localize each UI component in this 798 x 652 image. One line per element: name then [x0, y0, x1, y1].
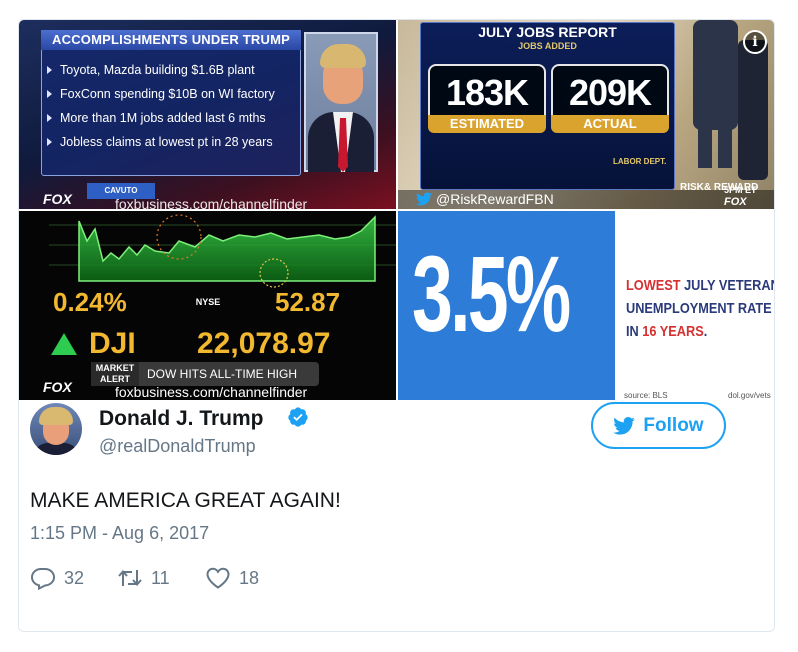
info-icon[interactable]: i — [743, 30, 767, 54]
accomplishments-list: Toyota, Mazda building $1.6B plant FoxCo… — [47, 58, 307, 154]
jobs-report-subtitle: JOBS ADDED — [518, 41, 577, 51]
list-item: Toyota, Mazda building $1.6B plant — [47, 58, 307, 82]
person-figure — [738, 40, 768, 180]
handle-bar — [398, 190, 774, 209]
source-url: dol.gov/vets — [728, 391, 771, 400]
rate-panel — [398, 211, 615, 400]
like-icon — [206, 567, 230, 589]
display-name[interactable]: Donald J. Trump — [99, 407, 264, 430]
network-logo: FOX — [43, 379, 72, 395]
like-count: 18 — [239, 567, 260, 588]
network-logo: FOX — [724, 196, 747, 208]
tweet-text: MAKE AMERICA GREAT AGAIN! — [30, 489, 341, 512]
data-source: LABOR DEPT. — [613, 157, 667, 166]
show-logo: RISK& REWARD — [680, 182, 759, 193]
channel-url: foxbusiness.com/channelfinder — [115, 196, 308, 209]
network-logo: FOX — [43, 191, 72, 207]
firework-mark — [259, 258, 289, 288]
media-image-veteran-rate[interactable]: 3.5% LOWEST JULY VETERAN UNEMPLOYMENT RA… — [398, 211, 775, 400]
show-time: 5PM ET — [724, 185, 757, 195]
market-alert-text: DOW HITS ALL-TIME HIGH — [139, 362, 319, 386]
exchange-logo: NYSE — [195, 297, 221, 307]
estimated-label: ESTIMATED — [428, 115, 546, 133]
jobs-report-title: JULY JOBS REPORT — [478, 24, 617, 40]
follow-button[interactable]: Follow — [591, 402, 726, 449]
percent-change: 0.24% — [53, 287, 127, 317]
media-image-accomplishments[interactable]: ACCOMPLISHMENTS UNDER TRUMP Toyota, Mazd… — [19, 20, 396, 209]
firework-mark — [156, 214, 202, 260]
veteran-rate-caption: LOWEST JULY VETERAN UNEMPLOYMENT RATE IN… — [626, 277, 775, 340]
twitter-bird-icon — [416, 192, 432, 206]
reply-count: 32 — [64, 567, 85, 588]
list-item: More than 1M jobs added last 6 mths — [47, 106, 307, 130]
twitter-bird-icon — [613, 416, 636, 435]
unemployment-rate: 3.5% — [412, 233, 571, 354]
retweet-button[interactable]: 11 — [117, 565, 170, 591]
market-alert-tag: MARKET ALERT — [91, 362, 139, 386]
actual-value: 209K — [568, 72, 652, 113]
list-item: Jobless claims at lowest pt in 28 years — [47, 130, 307, 154]
user-handle[interactable]: @realDonaldTrump — [99, 436, 256, 456]
avatar[interactable] — [30, 403, 82, 455]
reply-button[interactable]: 32 — [30, 565, 84, 591]
tweet-timestamp[interactable]: 1:15 PM - Aug 6, 2017 — [30, 523, 210, 543]
show-handle: @RiskRewardFBN — [436, 191, 554, 207]
market-line-chart — [49, 214, 396, 288]
up-arrow-icon — [51, 333, 77, 355]
list-item: FoxConn spending $10B on WI factory — [47, 82, 307, 106]
estimated-value: 183K — [445, 72, 529, 113]
media-image-jobs-report[interactable]: JULY JOBS REPORT JOBS ADDED 183K ESTIMAT… — [398, 20, 774, 209]
index-value: 22,078.97 — [197, 327, 331, 360]
show-logo: CAVUTO — [87, 183, 155, 199]
source-note: source: BLS — [624, 391, 668, 400]
portrait-photo — [304, 32, 378, 172]
tweet-card: ACCOMPLISHMENTS UNDER TRUMP Toyota, Mazd… — [18, 19, 775, 632]
index-name: DJI — [89, 327, 136, 360]
point-change: 52.87 — [275, 287, 341, 317]
retweet-count: 11 — [151, 567, 170, 588]
actual-label: ACTUAL — [551, 115, 669, 133]
follow-label: Follow — [643, 414, 704, 436]
chart-area — [78, 215, 376, 282]
channel-url: foxbusiness.com/channelfinder — [115, 384, 308, 400]
verified-icon — [288, 407, 308, 427]
accomplishments-title: ACCOMPLISHMENTS UNDER TRUMP — [41, 30, 301, 50]
retweet-icon — [118, 569, 142, 587]
accomplishments-box — [41, 30, 301, 176]
like-button[interactable]: 18 — [205, 565, 259, 591]
media-image-dow-high[interactable]: 0.24% NYSE 52.87 DJI 22,078.97 MARKET AL… — [19, 211, 396, 400]
tweet-media-grid[interactable]: ACCOMPLISHMENTS UNDER TRUMP Toyota, Mazd… — [19, 20, 775, 400]
reply-icon — [30, 568, 56, 590]
person-figure — [688, 20, 748, 170]
